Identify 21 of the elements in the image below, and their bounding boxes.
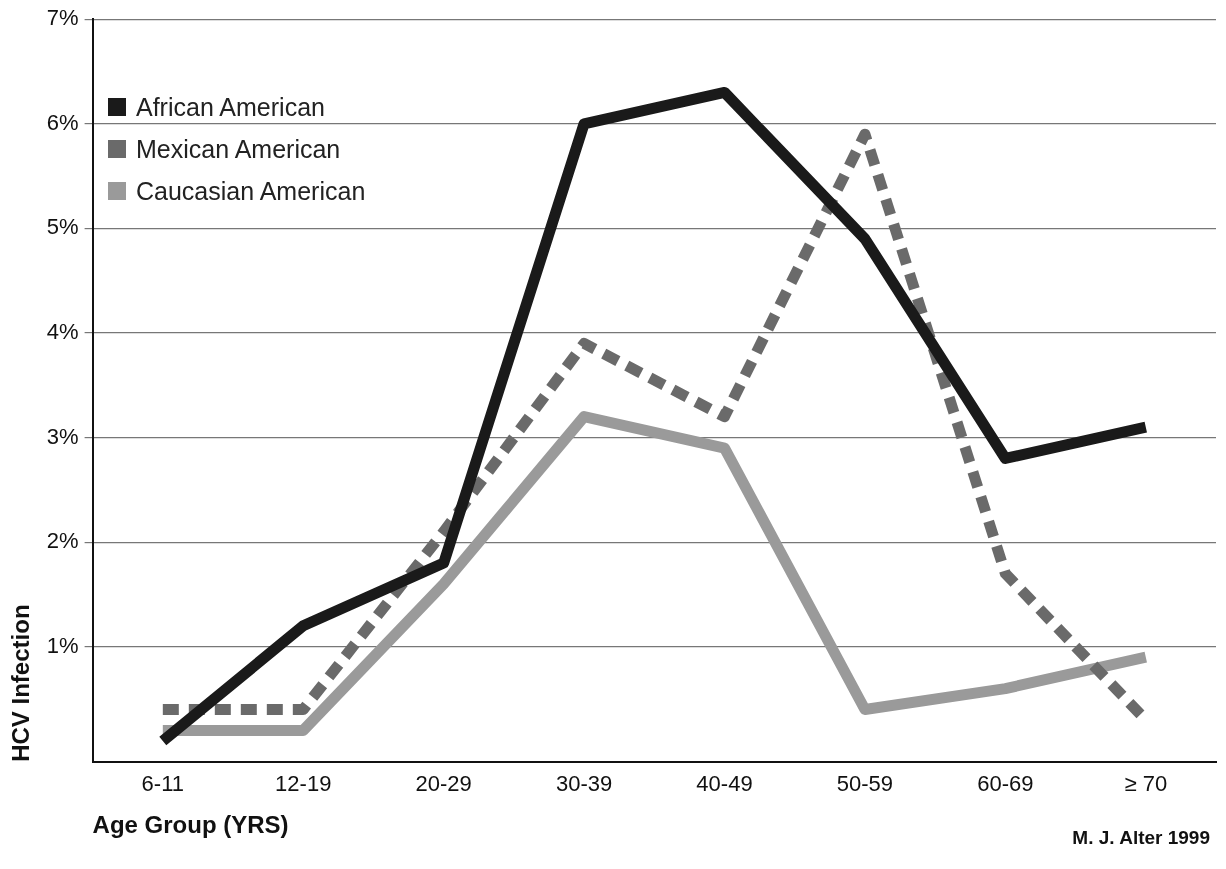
y-axis-title: HCV Infection <box>7 604 35 762</box>
x-tick-label: 6-11 <box>141 771 185 797</box>
y-tick-label: 5% <box>46 214 79 240</box>
y-tick-label: 4% <box>46 319 79 345</box>
y-tick-label: 7% <box>46 5 79 31</box>
x-axis-title: Age Group (YRS) <box>92 811 289 839</box>
text: M. J. Alter 1999 <box>1072 827 1210 849</box>
legend-label: Mexican American <box>135 133 342 165</box>
x-tick-label: 40-49 <box>696 771 753 797</box>
x-tick-label: 60-69 <box>977 771 1034 797</box>
legend-label: Caucasian American <box>135 175 366 207</box>
x-tick-label: 20-29 <box>415 771 472 797</box>
legend-label: African American <box>135 91 326 123</box>
y-tick-label: 3% <box>46 423 79 449</box>
x-tick-label: 30-39 <box>555 771 613 797</box>
x-tick-label: ≥ 70 <box>1124 771 1168 797</box>
y-tick-label: 6% <box>46 109 79 135</box>
y-tick-label: 2% <box>46 528 79 554</box>
x-tick-label: 12-19 <box>275 771 332 797</box>
y-tick-label: 1% <box>46 632 79 658</box>
x-tick-label: 50-59 <box>836 771 894 797</box>
